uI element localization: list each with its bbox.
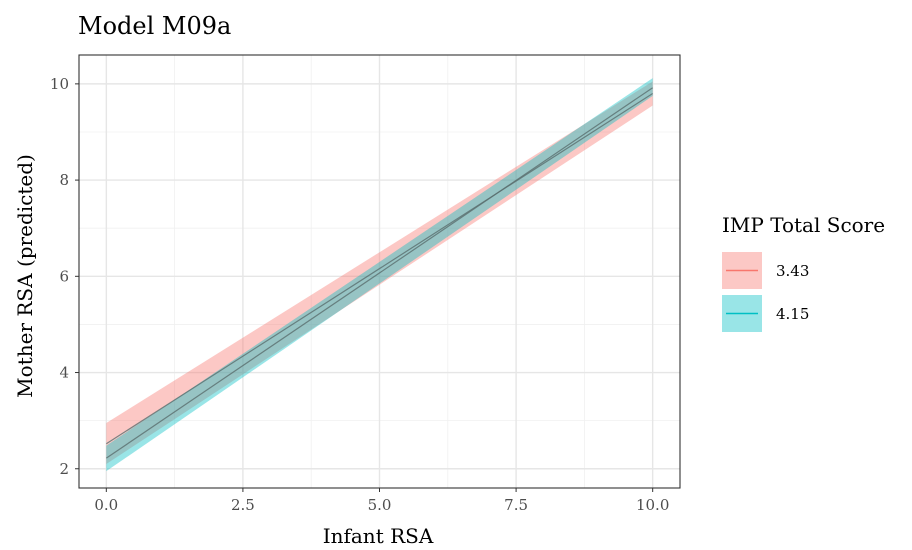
- y-tick-label: 4: [59, 364, 69, 382]
- plot-area: [79, 55, 680, 488]
- series-line-2: [105, 87, 654, 459]
- y-axis-title: Mother RSA (predicted): [13, 154, 37, 398]
- y-tick-label: 10: [50, 75, 69, 93]
- legend-key-2: 4.15: [722, 295, 809, 332]
- y-tick-label: 6: [59, 267, 69, 285]
- x-axis-ticks: 0.0 2.5 5.0 7.5 10.0: [94, 488, 669, 514]
- chart-title: Model M09a: [78, 12, 231, 40]
- series-line-1: [105, 92, 654, 445]
- legend-label: 4.15: [776, 305, 809, 323]
- x-tick-label: 10.0: [636, 496, 669, 514]
- legend: IMP Total Score 3.43 4.15: [722, 213, 885, 332]
- x-tick-label: 7.5: [504, 496, 528, 514]
- confidence-band-2: [106, 78, 653, 472]
- plot-border: [78, 54, 681, 489]
- x-tick-label: 2.5: [231, 496, 255, 514]
- legend-label: 3.43: [776, 262, 809, 280]
- y-axis-ticks: 2 4 6 8 10: [50, 75, 79, 478]
- y-tick-label: 2: [59, 460, 69, 478]
- legend-title: IMP Total Score: [722, 213, 885, 237]
- y-tick-label: 8: [59, 171, 69, 189]
- x-tick-label: 5.0: [368, 496, 392, 514]
- legend-key-1: 3.43: [722, 252, 809, 289]
- series-lines: [105, 87, 654, 459]
- x-tick-label: 0.0: [94, 496, 118, 514]
- x-axis-title: Infant RSA: [323, 524, 434, 548]
